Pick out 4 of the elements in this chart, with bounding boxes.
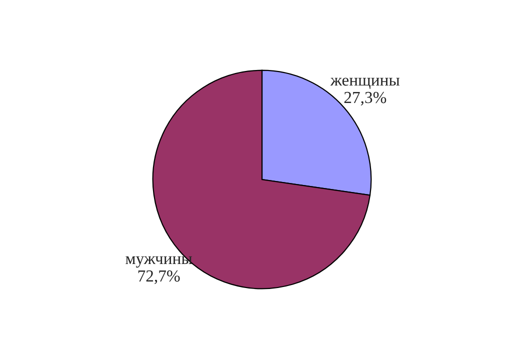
- data-label: 72,7%: [138, 270, 180, 284]
- slice-label: мужчины: [126, 256, 192, 268]
- data-label: 27,3%: [344, 92, 386, 106]
- slice-label: женщины: [330, 78, 400, 90]
